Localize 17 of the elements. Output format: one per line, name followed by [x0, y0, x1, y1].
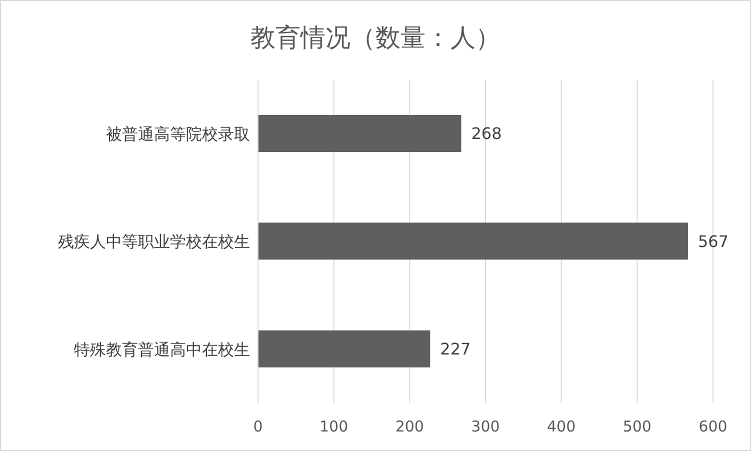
x-tick-label: 600 — [698, 418, 728, 436]
bar — [258, 222, 688, 260]
x-tick-label: 500 — [622, 418, 652, 436]
x-tick-label: 200 — [395, 418, 424, 436]
y-tick-label: 残疾人中等职业学校在校生 — [58, 232, 250, 252]
data-label: 268 — [471, 124, 502, 144]
data-label: 227 — [440, 340, 471, 359]
bar — [258, 330, 430, 368]
bar — [258, 115, 462, 152]
y-tick-label: 被普通高等院校录取 — [106, 124, 250, 144]
x-tick-label: 0 — [253, 418, 263, 436]
chart-title: 教育情况（数量：人） — [250, 22, 502, 54]
y-tick-label: 特殊教育普通高中在校生 — [74, 340, 250, 359]
x-tick-label: 100 — [320, 418, 348, 436]
x-tick-label: 400 — [547, 418, 576, 436]
x-tick-label: 300 — [471, 418, 500, 436]
data-label: 567 — [698, 232, 729, 251]
